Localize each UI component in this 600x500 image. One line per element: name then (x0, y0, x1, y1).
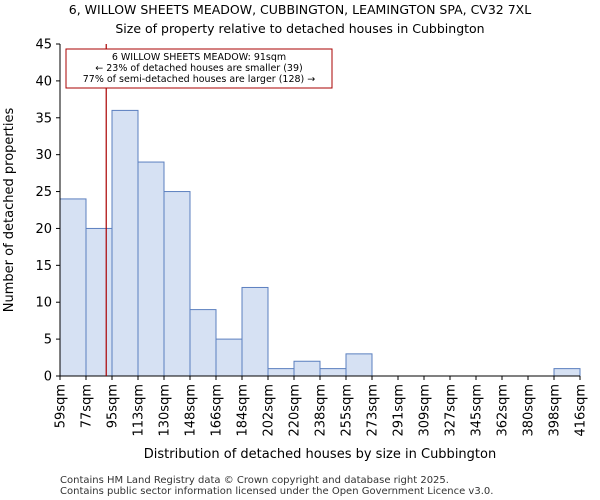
x-tick-label-238sqm: 238sqm (314, 384, 329, 437)
bar-166sqm (216, 339, 242, 376)
x-tick-label-309sqm: 309sqm (418, 384, 433, 437)
y-tick-label-0: 0 (44, 370, 52, 385)
bar-398sqm (554, 369, 580, 376)
annotation-line3: 77% of semi-detached houses are larger (… (83, 74, 316, 85)
x-tick-label-345sqm: 345sqm (470, 384, 485, 437)
chart-title-line2: Size of property relative to detached ho… (115, 21, 484, 36)
x-axis-label: Distribution of detached houses by size … (144, 447, 496, 462)
chart-title-line1: 6, WILLOW SHEETS MEADOW, CUBBINGTON, LEA… (69, 2, 531, 17)
bar-130sqm (164, 192, 190, 376)
x-tick-label-130sqm: 130sqm (158, 384, 173, 437)
x-tick-label-77sqm: 77sqm (80, 384, 95, 428)
histogram-chart: 6, WILLOW SHEETS MEADOW, CUBBINGTON, LEA… (0, 0, 600, 500)
bar-148sqm (190, 310, 216, 376)
y-tick-label-30: 30 (35, 148, 52, 163)
x-tick-label-416sqm: 416sqm (574, 384, 589, 437)
y-tick-label-20: 20 (35, 222, 52, 237)
x-tick-label-380sqm: 380sqm (522, 384, 537, 437)
bar-220sqm (294, 361, 320, 376)
x-tick-label-273sqm: 273sqm (366, 384, 381, 437)
y-tick-label-40: 40 (35, 74, 52, 89)
bar-255sqm (346, 354, 372, 376)
x-tick-label-113sqm: 113sqm (132, 384, 147, 437)
annotation-line2: ← 23% of detached houses are smaller (39… (95, 63, 302, 74)
x-tick-label-291sqm: 291sqm (392, 384, 407, 437)
x-tick-label-59sqm: 59sqm (54, 384, 69, 428)
x-tick-label-327sqm: 327sqm (444, 384, 459, 437)
x-tick-label-166sqm: 166sqm (210, 384, 225, 437)
x-tick-label-220sqm: 220sqm (288, 384, 303, 437)
y-tick-label-5: 5 (44, 333, 52, 348)
y-tick-label-10: 10 (35, 296, 52, 311)
x-tick-label-398sqm: 398sqm (548, 384, 563, 437)
x-tick-label-255sqm: 255sqm (340, 384, 355, 437)
bar-184sqm (242, 287, 268, 376)
bar-238sqm (320, 369, 346, 376)
x-tick-label-95sqm: 95sqm (106, 384, 121, 428)
footer-line2: Contains public sector information licen… (60, 486, 493, 497)
bar-77sqm (86, 228, 112, 376)
annotation-line1: 6 WILLOW SHEETS MEADOW: 91sqm (112, 52, 286, 63)
y-tick-label-25: 25 (35, 185, 52, 200)
bar-95sqm (112, 110, 138, 376)
y-tick-label-45: 45 (35, 38, 52, 53)
bar-202sqm (268, 369, 294, 376)
y-tick-label-35: 35 (35, 111, 52, 126)
footer-line1: Contains HM Land Registry data © Crown c… (60, 475, 449, 486)
x-tick-label-362sqm: 362sqm (496, 384, 511, 437)
y-axis-label: Number of detached properties (2, 108, 17, 313)
x-tick-label-184sqm: 184sqm (236, 384, 251, 437)
bar-113sqm (138, 162, 164, 376)
plot-area: 0 5 10 15 20 25 30 35 40 45 59sqm 77sqm 95sqm 113sqm 1… (35, 38, 588, 437)
bar-59sqm (60, 199, 86, 376)
y-tick-label-15: 15 (35, 259, 52, 274)
x-tick-label-202sqm: 202sqm (262, 384, 277, 437)
x-tick-label-148sqm: 148sqm (184, 384, 199, 437)
